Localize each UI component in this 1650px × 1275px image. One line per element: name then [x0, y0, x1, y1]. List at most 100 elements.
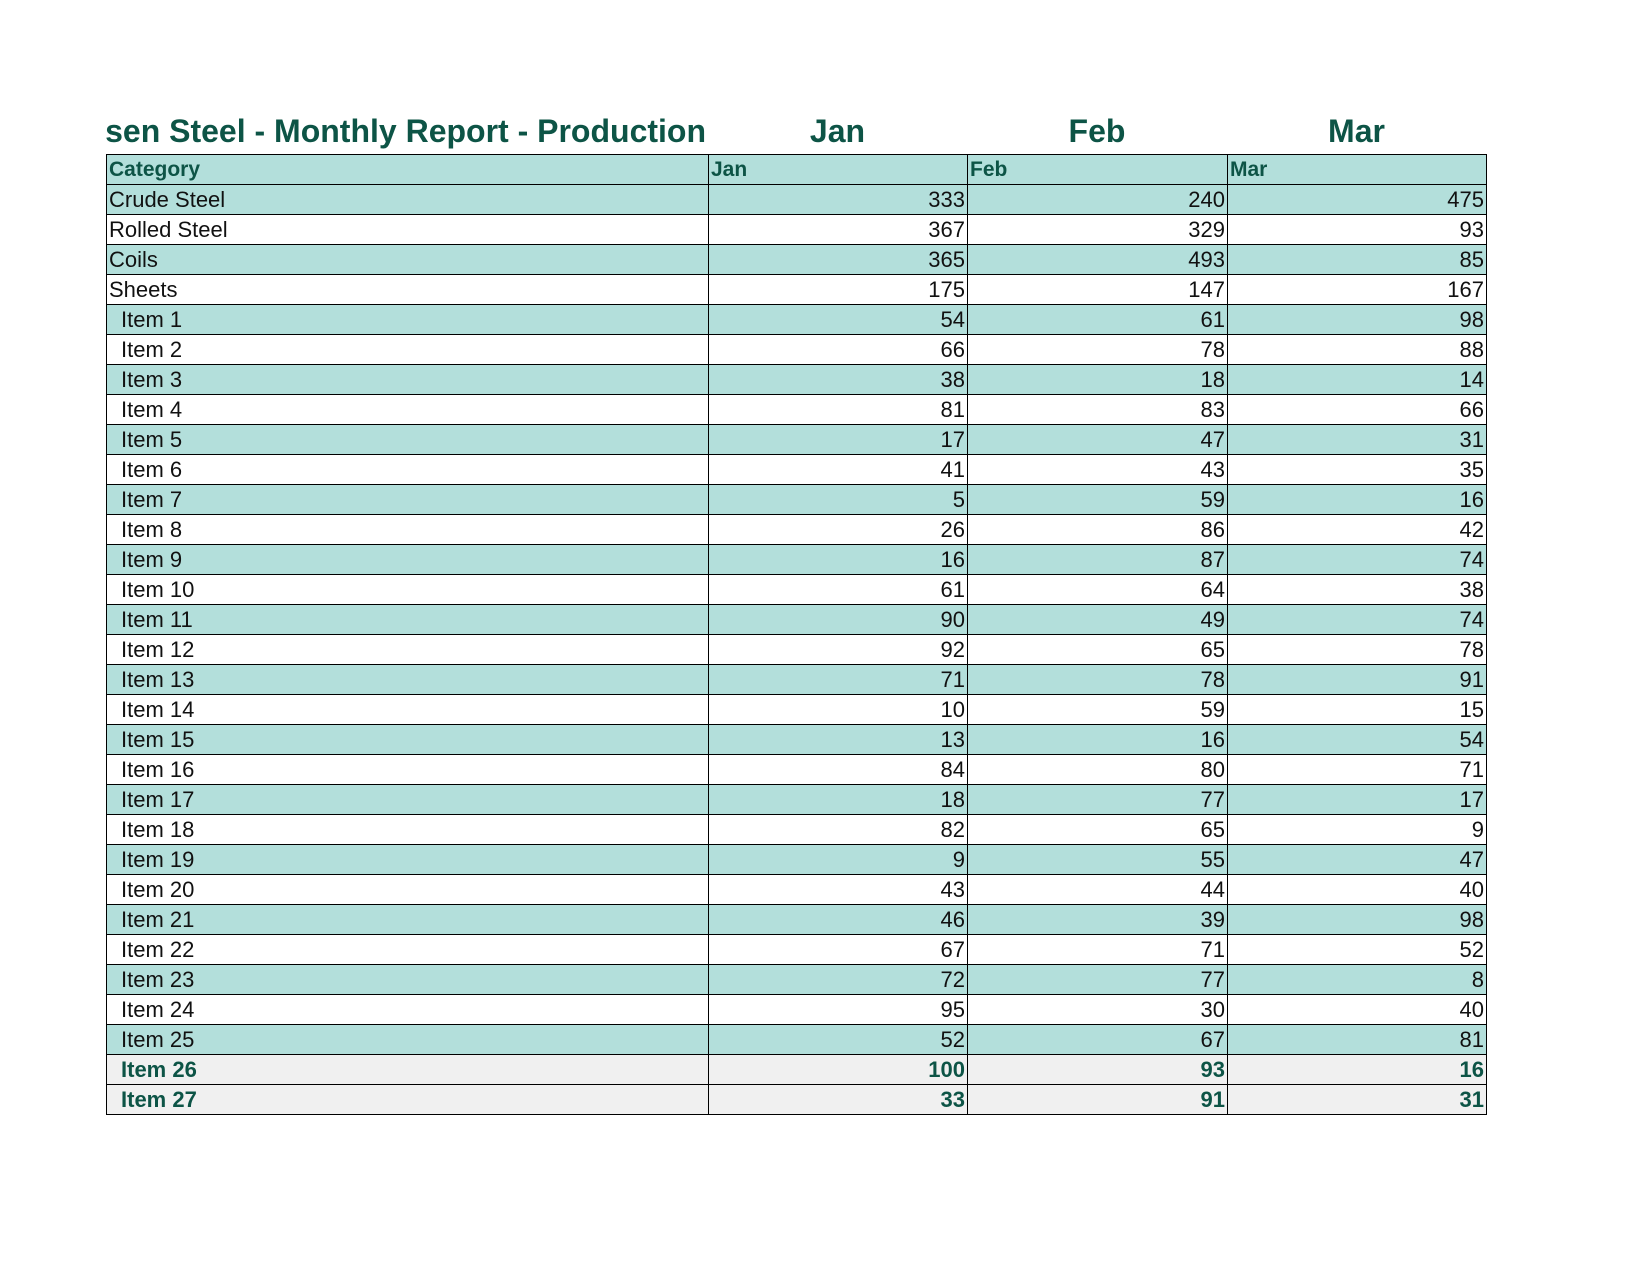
cell-jan: 81 [708, 394, 968, 425]
row-label: Item 25 [106, 1024, 709, 1055]
cell-jan: 82 [708, 814, 968, 845]
cell-feb: 59 [967, 484, 1228, 515]
cell-feb: 71 [967, 934, 1228, 965]
cell-feb: 47 [967, 424, 1228, 455]
cell-mar: 78 [1227, 634, 1487, 665]
cell-feb: 67 [967, 1024, 1228, 1055]
report-title: Thyssen Steel - Monthly Report - Product… [106, 108, 706, 154]
cell-jan: 175 [708, 274, 968, 305]
row-label: Item 9 [106, 544, 709, 575]
cell-jan: 5 [708, 484, 968, 515]
row-label: Item 2 [106, 334, 709, 365]
cell-jan: 100 [708, 1054, 968, 1085]
row-label: Coils [106, 244, 709, 275]
row-label: Item 13 [106, 664, 709, 695]
cell-mar: 98 [1227, 904, 1487, 935]
cell-jan: 367 [708, 214, 968, 245]
cell-jan: 43 [708, 874, 968, 905]
cell-feb: 65 [967, 634, 1228, 665]
cell-mar: 8 [1227, 964, 1487, 995]
cell-mar: 42 [1227, 514, 1487, 545]
table-row: Item 17 18 77 17 [106, 784, 1487, 815]
row-label: Item 15 [106, 724, 709, 755]
cell-jan: 46 [708, 904, 968, 935]
report-title-text: Thyssen Steel - Monthly Report - Product… [106, 113, 706, 149]
cell-jan: 90 [708, 604, 968, 635]
cell-jan: 41 [708, 454, 968, 485]
table-row: Item 6 41 43 35 [106, 454, 1487, 485]
cell-jan: 26 [708, 514, 968, 545]
row-label: Item 1 [106, 304, 709, 335]
row-label: Item 10 [106, 574, 709, 605]
cell-jan: 54 [708, 304, 968, 335]
cell-mar: 17 [1227, 784, 1487, 815]
table-row: Item 19 9 55 47 [106, 844, 1487, 875]
row-label: Item 21 [106, 904, 709, 935]
row-label: Item 23 [106, 964, 709, 995]
cell-mar: 93 [1227, 214, 1487, 245]
cell-feb: 80 [967, 754, 1228, 785]
cell-feb: 64 [967, 574, 1228, 605]
cell-feb: 65 [967, 814, 1228, 845]
row-label: Item 4 [106, 394, 709, 425]
row-label: Item 12 [106, 634, 709, 665]
cell-mar: 475 [1227, 184, 1487, 215]
row-label: Item 16 [106, 754, 709, 785]
production-table: Category Jan Feb Mar Crude Steel 333 240 47… [106, 154, 1487, 1115]
cell-feb: 147 [967, 274, 1228, 305]
cell-jan: 84 [708, 754, 968, 785]
table-row: Item 4 81 83 66 [106, 394, 1487, 425]
table-row: Item 25 52 67 81 [106, 1024, 1487, 1055]
report-sheet: Thyssen Steel - Monthly Report - Product… [106, 108, 1487, 1115]
cell-jan: 13 [708, 724, 968, 755]
cell-feb: 93 [967, 1054, 1228, 1085]
row-label: Item 26 [106, 1054, 709, 1085]
cell-feb: 87 [967, 544, 1228, 575]
row-label: Item 5 [106, 424, 709, 455]
cell-feb: 49 [967, 604, 1228, 635]
row-label: Item 18 [106, 814, 709, 845]
cell-jan: 10 [708, 694, 968, 725]
row-label: Item 11 [106, 604, 709, 635]
row-label: Rolled Steel [106, 214, 709, 245]
cell-mar: 16 [1227, 1054, 1487, 1085]
cell-mar: 35 [1227, 454, 1487, 485]
table-row: Item 12 92 65 78 [106, 634, 1487, 665]
row-label: Item 20 [106, 874, 709, 905]
row-label: Item 6 [106, 454, 709, 485]
row-label: Item 19 [106, 844, 709, 875]
header-month-mar: Mar [1227, 154, 1487, 185]
row-label: Item 7 [106, 484, 709, 515]
cell-feb: 59 [967, 694, 1228, 725]
row-label: Crude Steel [106, 184, 709, 215]
cell-feb: 44 [967, 874, 1228, 905]
cell-jan: 71 [708, 664, 968, 695]
cell-feb: 240 [967, 184, 1228, 215]
cell-jan: 333 [708, 184, 968, 215]
cell-jan: 66 [708, 334, 968, 365]
table-row: Item 16 84 80 71 [106, 754, 1487, 785]
cell-mar: 85 [1227, 244, 1487, 275]
cell-mar: 88 [1227, 334, 1487, 365]
table-row: Item 27 33 91 31 [106, 1084, 1487, 1115]
table-row: Coils 365 493 85 [106, 244, 1487, 275]
cell-feb: 77 [967, 784, 1228, 815]
title-month-feb: Feb [1068, 113, 1126, 149]
header-month-jan: Jan [708, 154, 968, 185]
row-label: Item 27 [106, 1084, 709, 1115]
table-body: Crude Steel 333 240 475 Rolled Steel 367 329 93… [106, 184, 1487, 1115]
row-label: Item 24 [106, 994, 709, 1025]
row-label: Sheets [106, 274, 709, 305]
cell-jan: 17 [708, 424, 968, 455]
table-row: Item 18 82 65 9 [106, 814, 1487, 845]
table-row: Item 11 90 49 74 [106, 604, 1487, 635]
table-row: Item 24 95 30 40 [106, 994, 1487, 1025]
table-row: Item 7 5 59 16 [106, 484, 1487, 515]
cell-feb: 77 [967, 964, 1228, 995]
table-row: Sheets 175 147 167 [106, 274, 1487, 305]
cell-jan: 92 [708, 634, 968, 665]
cell-mar: 98 [1227, 304, 1487, 335]
row-label: Item 3 [106, 364, 709, 395]
table-row: Item 13 71 78 91 [106, 664, 1487, 695]
cell-feb: 16 [967, 724, 1228, 755]
